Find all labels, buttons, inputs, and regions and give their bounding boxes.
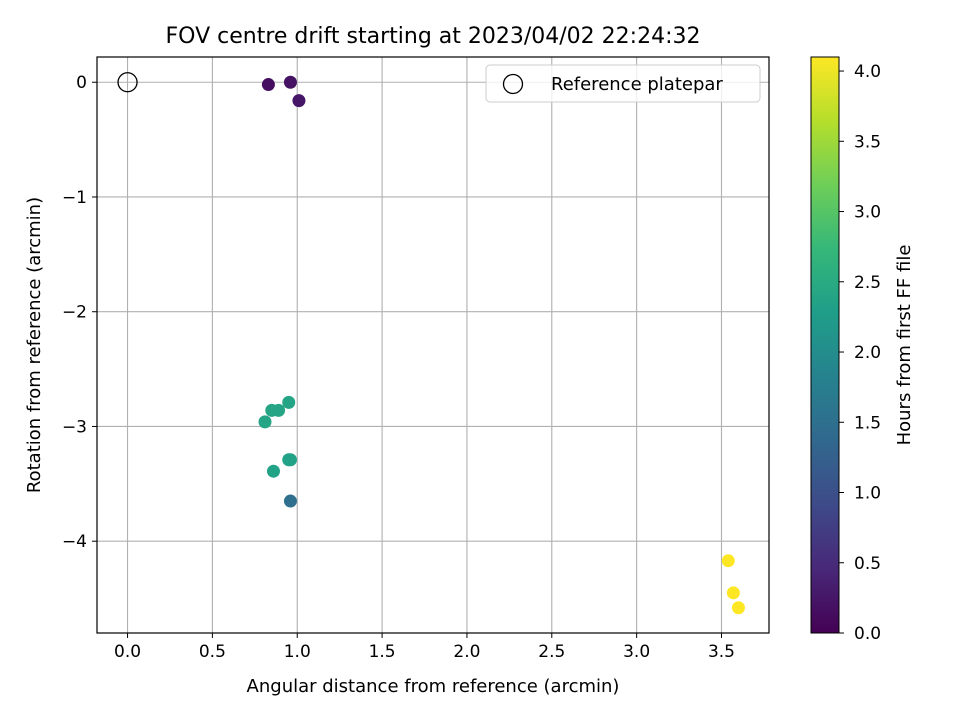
- x-tick-label: 0.0: [114, 642, 141, 662]
- colorbar-tick-label: 1.0: [854, 484, 881, 504]
- data-point: [283, 75, 297, 89]
- legend-marker-reference: [502, 73, 524, 95]
- legend-frame: [485, 64, 761, 103]
- y-tick-label: 0: [76, 73, 87, 93]
- colorbar-tick-label: 4.0: [854, 62, 881, 82]
- colorbar-tick-label: 1.5: [854, 413, 881, 433]
- data-point: [283, 494, 297, 508]
- x-axis-label: Angular distance from reference (arcmin): [247, 676, 620, 697]
- x-tick-label: 1.5: [369, 642, 396, 662]
- colorbar-tick-label: 2.0: [854, 343, 881, 363]
- data-point: [272, 403, 286, 417]
- x-tick-label: 1.0: [284, 642, 311, 662]
- data-point: [721, 554, 735, 568]
- plot-area: 0.0 0.5 1.0 1.5 2.0 2.5 3.0 3.5 0 −1 −2 −3 −4: [62, 56, 770, 662]
- y-tick-label: −2: [62, 303, 87, 323]
- legend-entry-reference: Reference platepar: [551, 74, 723, 95]
- reference-platepar-marker: [117, 72, 138, 93]
- colorbar-tick-label: 3.5: [854, 132, 881, 152]
- y-tick-label: −4: [62, 532, 87, 552]
- y-axis-label: Rotation from reference (arcmin): [24, 197, 45, 493]
- data-point: [261, 78, 275, 92]
- colorbar: 0.0 0.5 1.0 1.5 2.0 2.5 3.0 3.5 4.0: [810, 56, 881, 644]
- colorbar-tick-label: 0.5: [854, 554, 881, 574]
- colorbar-tick-label: 0.0: [854, 624, 881, 644]
- data-point: [292, 94, 306, 108]
- data-point: [266, 464, 280, 478]
- y-tick-label: −1: [62, 188, 87, 208]
- x-tick-label: 3.5: [708, 642, 735, 662]
- x-tick-label: 0.5: [199, 642, 226, 662]
- x-tick-label: 2.5: [538, 642, 565, 662]
- y-tick-label: −3: [62, 417, 87, 437]
- data-point: [731, 601, 745, 615]
- legend: Reference platepar: [485, 64, 761, 103]
- data-point: [258, 415, 272, 429]
- chart-title: FOV centre drift starting at 2023/04/02 …: [166, 24, 701, 49]
- colorbar-tick-label: 2.5: [854, 273, 881, 293]
- colorbar-gradient: [810, 56, 840, 634]
- data-point: [283, 453, 297, 467]
- x-tick-label: 3.0: [623, 642, 650, 662]
- axes-frame: [96, 56, 770, 634]
- colorbar-label: Hours from first FF file: [894, 245, 915, 446]
- data-point: [282, 395, 296, 409]
- x-tick-label: 2.0: [453, 642, 480, 662]
- colorbar-tick-label: 3.0: [854, 203, 881, 223]
- data-point: [726, 586, 740, 600]
